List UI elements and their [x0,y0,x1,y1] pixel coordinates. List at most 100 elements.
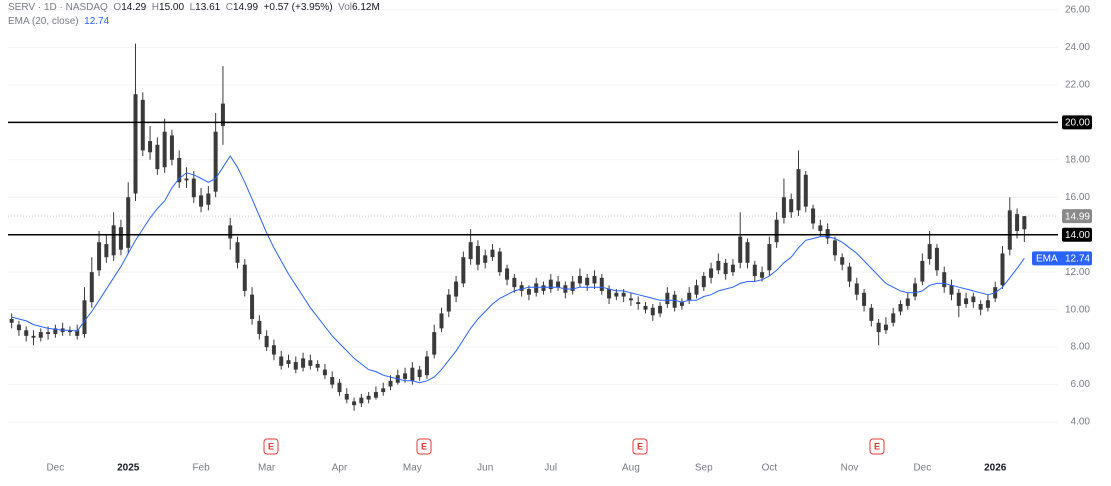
candle-body [286,360,291,364]
candle-body [1022,216,1027,230]
candle-body [381,388,386,393]
candle-body [388,380,393,387]
candle-body [126,197,131,248]
candle-body [832,240,837,256]
x-tick-label: Dec [913,463,931,474]
last-price-label: 14.99 [1065,211,1090,222]
x-tick-label: Apr [332,463,348,474]
candle-body [985,300,990,308]
candle-body [162,131,167,168]
legend: SERV · 1D · NASDAQ O14.29 H15.00 L13.61 … [8,1,380,29]
y-tick-label: 22.00 [1065,79,1090,90]
candle-body [264,335,269,348]
y-tick-label: 10.00 [1065,304,1090,315]
candle-body [24,330,29,336]
candle-body [140,99,145,151]
candle-body [97,242,102,271]
candle-body [111,225,116,256]
candle-body [658,305,663,314]
candle-body [53,328,58,334]
candle-body [803,174,808,207]
candle-body [148,141,153,153]
candle-body [133,94,138,194]
candle-body [475,245,480,265]
x-tick-label: Sep [695,463,713,474]
candle-body [67,330,72,333]
candle-body [760,272,765,278]
candle-body [257,320,262,334]
candle-body [308,360,313,366]
candle-body [767,244,772,271]
earnings-badge[interactable] [869,438,885,455]
candle-body [454,281,459,297]
earnings-badge[interactable] [632,438,648,455]
candle-body [643,305,648,310]
candle-body [548,279,553,290]
candle-body [483,255,488,263]
candle-body [169,135,174,160]
candle-body [184,178,189,181]
candle-body [650,307,655,316]
volume-key: Vol [338,2,352,13]
candle-body [716,260,721,271]
candle-body [228,225,233,239]
candle-body [876,322,881,333]
y-tick-label: 16.00 [1065,192,1090,203]
candle-body [330,377,335,385]
earnings-badge[interactable] [263,438,279,455]
candle-body [512,277,517,288]
candle-body [403,373,408,379]
candle-body [46,332,51,334]
candle-body [628,298,633,301]
candle-body [16,324,21,331]
candle-body [592,275,597,284]
candle-body [621,292,626,297]
candle-body [607,289,612,299]
candle-body [811,208,816,224]
candle-body [526,289,531,295]
candle-body [891,313,896,323]
candle-body [781,197,786,218]
candle-body [1007,210,1012,250]
price-badge [1062,227,1092,242]
candle-body [898,304,903,312]
candle-body [541,285,546,291]
x-tick-label: Feb [192,463,210,474]
price-badge-label: 20.00 [1065,117,1090,128]
price-badge-label: 14.00 [1065,230,1090,241]
candle-body [883,324,888,331]
legend-row: EMA (20, close) 12.74 [8,15,380,29]
candle-body [38,332,43,338]
candle-body [854,283,859,295]
candle-body [432,332,437,355]
earnings-badge[interactable] [416,438,432,455]
candle-body [825,229,830,239]
candle-body [279,356,284,366]
ema-key: EMA (20, close) [8,16,79,27]
candle-body [927,244,932,260]
candle-body [118,227,123,250]
candle-body [315,363,320,368]
candle-body [599,277,604,291]
y-tick-label: 12.00 [1065,267,1090,278]
candle-body [1000,253,1005,286]
candle-body [1015,214,1020,231]
candle-body [213,131,218,192]
candle-body [577,275,582,284]
volume: 6.12M [352,2,380,13]
candle-body [964,298,969,305]
candle-body [468,242,473,260]
candle-body [701,275,706,288]
candle-body [199,195,204,207]
candle-body [869,307,874,321]
ohlc-value: 14.99 [233,2,259,13]
candle-body [301,358,306,368]
ohlc-value: 13.61 [195,2,221,13]
ema-line [11,155,1025,384]
candle-body [446,294,451,312]
candle-body [709,268,714,278]
candle-body [665,292,670,305]
candle-body [410,367,415,381]
x-tick-label: 2026 [984,463,1007,474]
price-badge [1062,115,1092,130]
